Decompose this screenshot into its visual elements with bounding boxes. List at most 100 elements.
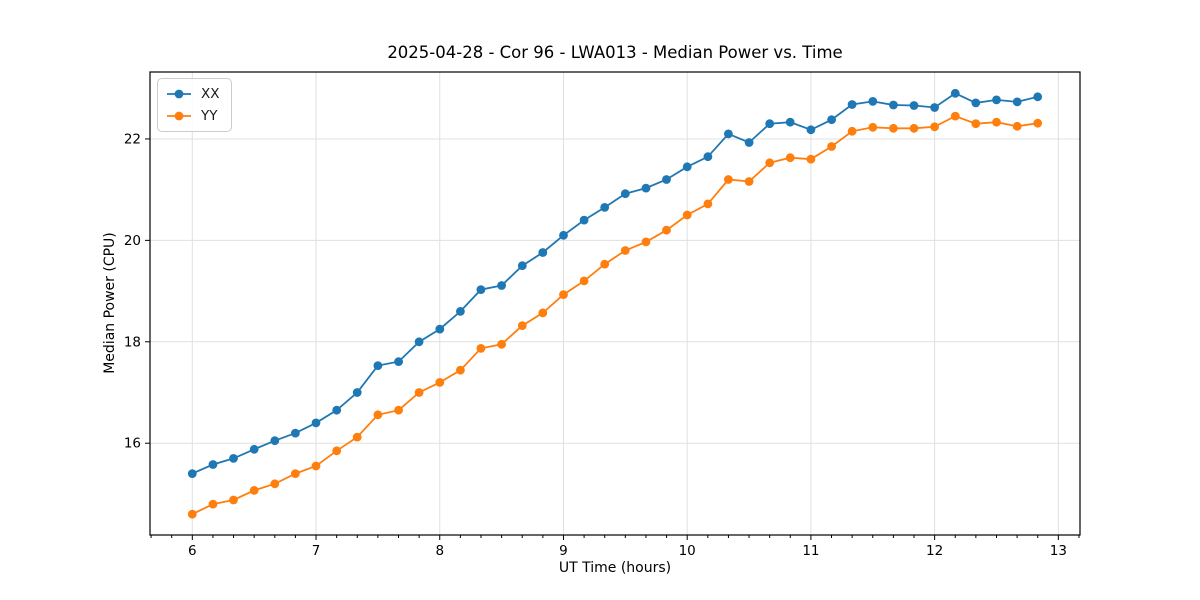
data-point bbox=[889, 100, 898, 110]
data-point bbox=[971, 119, 981, 129]
data-point bbox=[909, 123, 919, 133]
data-point bbox=[311, 418, 321, 428]
chart-title: 2025-04-28 - Cor 96 - LWA013 - Median Po… bbox=[387, 43, 843, 62]
data-point bbox=[785, 117, 795, 127]
data-point bbox=[579, 215, 589, 225]
data-point bbox=[930, 103, 939, 112]
data-point bbox=[517, 321, 527, 330]
data-point bbox=[187, 509, 197, 519]
data-point bbox=[682, 210, 692, 220]
data-point bbox=[456, 307, 465, 316]
data-point bbox=[930, 122, 939, 132]
data-point bbox=[352, 432, 362, 442]
data-point bbox=[620, 246, 630, 255]
data-point bbox=[311, 461, 321, 471]
data-point bbox=[1012, 121, 1022, 131]
legend-label-xx: XX bbox=[201, 86, 220, 102]
x-tick-label: 13 bbox=[1050, 543, 1067, 559]
data-point bbox=[373, 361, 383, 370]
data-point bbox=[208, 460, 218, 469]
data-point bbox=[497, 281, 506, 290]
data-point bbox=[806, 125, 816, 135]
data-point bbox=[703, 152, 713, 162]
data-point bbox=[827, 142, 836, 151]
data-point bbox=[332, 446, 342, 456]
data-point bbox=[249, 444, 259, 454]
data-point bbox=[208, 499, 218, 509]
data-point bbox=[641, 183, 651, 193]
data-point bbox=[1033, 118, 1043, 128]
data-point bbox=[827, 115, 836, 125]
data-point bbox=[497, 339, 506, 349]
data-point bbox=[270, 479, 280, 489]
data-point bbox=[291, 469, 300, 478]
x-tick-label: 12 bbox=[926, 543, 943, 559]
data-point bbox=[229, 495, 238, 505]
series-XX-line bbox=[191, 92, 1038, 475]
data-point bbox=[703, 199, 713, 209]
x-axis-label: UT Time (hours) bbox=[558, 560, 672, 576]
data-point bbox=[394, 405, 403, 415]
data-point bbox=[600, 259, 610, 269]
legend-label-yy: YY bbox=[201, 108, 218, 124]
x-tick-label: 9 bbox=[559, 543, 568, 559]
data-point bbox=[538, 308, 548, 318]
data-point bbox=[538, 248, 548, 257]
x-tick-label: 8 bbox=[435, 543, 444, 559]
legend-item-xx: XX bbox=[166, 83, 220, 105]
data-point bbox=[476, 285, 486, 294]
data-point bbox=[682, 162, 692, 172]
y-tick-label: 22 bbox=[124, 131, 141, 147]
data-point bbox=[868, 97, 878, 106]
x-tick-labels: 6 7 8 9 10 11 12 13 bbox=[188, 543, 1067, 559]
data-point bbox=[847, 100, 857, 109]
data-point bbox=[909, 101, 919, 110]
data-point bbox=[889, 123, 898, 133]
x-tick-label: 6 bbox=[188, 543, 197, 559]
data-point bbox=[394, 357, 403, 366]
data-point bbox=[785, 153, 795, 163]
data-point bbox=[765, 119, 775, 129]
data-point bbox=[641, 237, 651, 247]
legend-marker-xx bbox=[167, 89, 191, 99]
x-tick-label: 10 bbox=[679, 543, 696, 559]
legend: XX YY bbox=[157, 78, 232, 132]
data-point bbox=[414, 337, 424, 347]
axis-ticks bbox=[145, 138, 1080, 540]
y-tick-labels: 16 18 20 22 bbox=[124, 131, 141, 451]
legend-item-yy: YY bbox=[166, 105, 220, 127]
legend-marker-yy bbox=[167, 111, 191, 121]
data-point bbox=[229, 454, 238, 463]
data-point bbox=[249, 486, 259, 495]
data-point bbox=[559, 230, 568, 240]
data-point bbox=[847, 126, 857, 136]
x-tick-label: 7 bbox=[312, 543, 321, 559]
data-point bbox=[662, 175, 671, 184]
data-point bbox=[435, 324, 445, 334]
y-tick-label: 18 bbox=[124, 334, 141, 350]
plot-frame bbox=[149, 71, 1081, 536]
data-point bbox=[517, 261, 527, 271]
data-point bbox=[270, 436, 280, 446]
data-point bbox=[620, 189, 630, 199]
data-point bbox=[971, 98, 981, 108]
data-point bbox=[992, 117, 1001, 127]
data-point bbox=[662, 225, 671, 235]
series-YY-markers bbox=[187, 111, 1043, 519]
data-point bbox=[456, 365, 465, 375]
x-tick-label: 11 bbox=[802, 543, 819, 559]
data-point bbox=[291, 428, 300, 438]
data-point bbox=[950, 88, 960, 98]
data-point bbox=[187, 469, 197, 478]
data-point bbox=[765, 158, 775, 168]
y-tick-label: 16 bbox=[124, 436, 141, 452]
data-point bbox=[579, 276, 589, 286]
data-point bbox=[1012, 97, 1022, 107]
data-point bbox=[332, 405, 342, 415]
data-point bbox=[992, 95, 1001, 105]
data-point bbox=[435, 378, 445, 387]
data-point bbox=[744, 138, 754, 147]
data-point bbox=[476, 344, 486, 353]
data-point bbox=[414, 388, 424, 397]
